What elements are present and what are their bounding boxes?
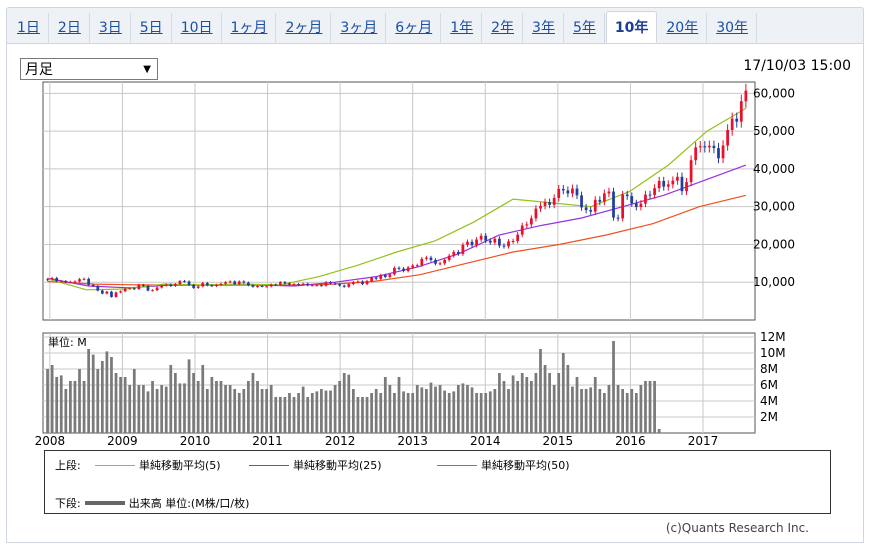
tab-period-3[interactable]: 5日 <box>132 13 172 43</box>
candle-period-value: 月足 <box>25 62 53 78</box>
legend-lower-label: 下段: <box>55 497 81 510</box>
tab-period-12[interactable]: 5年 <box>565 13 605 43</box>
tab-period-15[interactable]: 30年 <box>708 13 758 43</box>
legend-ma50-swatch <box>437 464 477 466</box>
legend-ma50-label: 単純移動平均(50) <box>481 459 570 472</box>
legend-volume-label: 出来高 単位:(M株/口/枚) <box>128 497 250 510</box>
legend-ma5-label: 単純移動平均(5) <box>139 459 221 472</box>
copyright-notice: (c)Quants Research Inc. <box>665 521 809 535</box>
period-tab-bar: 1日 2日 3日 5日 10日 1ヶ月 2ヶ月 3ヶ月 6ヶ月 1年 2年 3年 5年 10年 20年 30年 <box>6 7 864 43</box>
tab-period-1[interactable]: 2日 <box>50 13 90 43</box>
tab-period-9[interactable]: 1年 <box>442 13 483 43</box>
tab-period-4[interactable]: 10日 <box>173 13 222 43</box>
price-timestamp: 17/10/03 15:00 <box>743 58 851 74</box>
tab-period-6[interactable]: 2ヶ月 <box>277 13 332 43</box>
chevron-down-icon: ▼ <box>143 64 151 75</box>
legend-upper-label: 上段: <box>55 459 81 472</box>
tab-period-7[interactable]: 3ヶ月 <box>332 13 387 43</box>
tab-period-2[interactable]: 3日 <box>91 13 131 43</box>
legend-ma25-label: 単純移動平均(25) <box>293 459 382 472</box>
candle-period-dropdown[interactable]: 月足 ▼ <box>20 58 158 80</box>
tab-period-14[interactable]: 20年 <box>658 13 708 43</box>
tab-period-0[interactable]: 1日 <box>9 13 49 43</box>
tab-period-10[interactable]: 2年 <box>483 13 524 43</box>
tab-period-8[interactable]: 6ヶ月 <box>387 13 442 43</box>
legend-volume-swatch <box>84 501 125 505</box>
legend-ma25-swatch <box>249 464 289 466</box>
legend: 上段: 単純移動平均(5) 単純移動平均(25) 単純移動平均(50) 下段: … <box>44 450 831 514</box>
tab-period-5[interactable]: 1ヶ月 <box>223 13 277 43</box>
tab-period-13[interactable]: 10年 <box>605 11 658 43</box>
legend-ma5-swatch <box>95 464 135 466</box>
tab-period-11[interactable]: 3年 <box>524 13 564 43</box>
